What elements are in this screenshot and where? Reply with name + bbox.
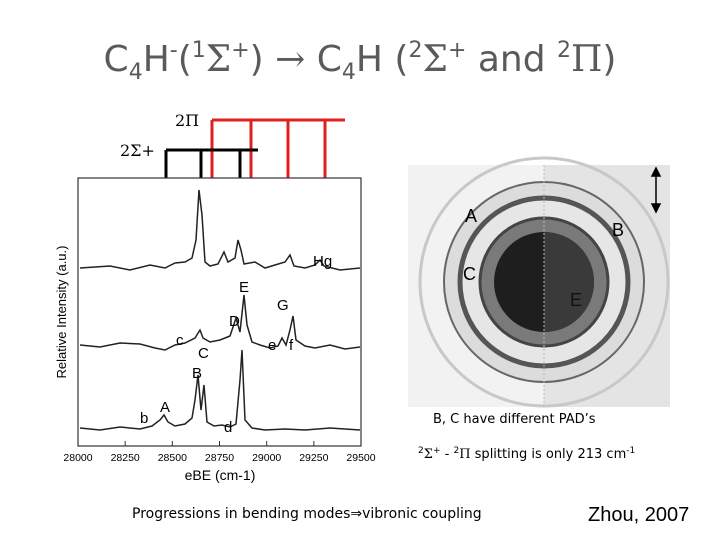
- x-axis: 28000 28250 28500 28750 29000 29250 29500: [63, 441, 376, 464]
- peak-label-hg: Hg: [313, 253, 332, 270]
- peak-label-b-small: b: [140, 410, 148, 427]
- image-label-a: A: [465, 206, 477, 226]
- sigma-state-label: 2Σ+: [120, 141, 155, 160]
- image-label-e: E: [570, 290, 582, 310]
- x-tick-label: 29500: [346, 452, 375, 464]
- x-tick-label: 28750: [205, 452, 234, 464]
- x-tick-label: 28000: [63, 452, 92, 464]
- peak-label-f: f: [289, 337, 294, 354]
- peak-label-d: D: [229, 313, 240, 330]
- photoelectron-image: A B C E: [408, 156, 670, 408]
- image-label-c: C: [463, 264, 476, 284]
- splitting-caption: 2Σ+ - 2Π splitting is only 213 cm-1: [418, 446, 636, 462]
- peak-label-d-small: d: [224, 419, 232, 436]
- x-tick-label: 28250: [111, 452, 140, 464]
- x-tick-label: 28500: [158, 452, 187, 464]
- peak-label-e: E: [239, 279, 249, 296]
- polarization-arrow-icon: [650, 166, 662, 214]
- x-tick-label: 29250: [299, 452, 328, 464]
- spectrum-trace-top: [79, 189, 361, 271]
- x-tick-label: 29000: [252, 452, 281, 464]
- progressions-caption: Progressions in bending modes⇒vibronic c…: [132, 506, 482, 522]
- slide-title: C4H-(1Σ+) → C4H (2Σ+ and 2Π): [103, 38, 617, 85]
- peak-label-a: A: [160, 399, 170, 416]
- peak-label-c-small: c: [176, 332, 184, 349]
- peak-label-b: B: [192, 365, 202, 382]
- spectrum-plot-frame: [77, 177, 362, 447]
- x-axis-label: eBE (cm-1): [185, 467, 256, 483]
- y-axis-label: Relative Intensity (a.u.): [54, 246, 69, 379]
- spectrum-trace-middle: [79, 294, 361, 351]
- peak-label-e-small: e: [268, 337, 276, 354]
- pad-caption: B, C have different PAD’s: [433, 412, 596, 427]
- arrow-icon: →: [275, 39, 306, 80]
- peak-label-g: G: [277, 297, 289, 314]
- spectrum-trace-bottom: [79, 349, 361, 431]
- peak-labels: Hg E G D c e f C B A b d: [140, 253, 332, 436]
- pi-state-label: 2Π: [175, 111, 199, 130]
- citation-credit: Zhou, 2007: [588, 504, 690, 526]
- image-label-b: B: [612, 220, 624, 240]
- peak-label-c: C: [198, 345, 209, 362]
